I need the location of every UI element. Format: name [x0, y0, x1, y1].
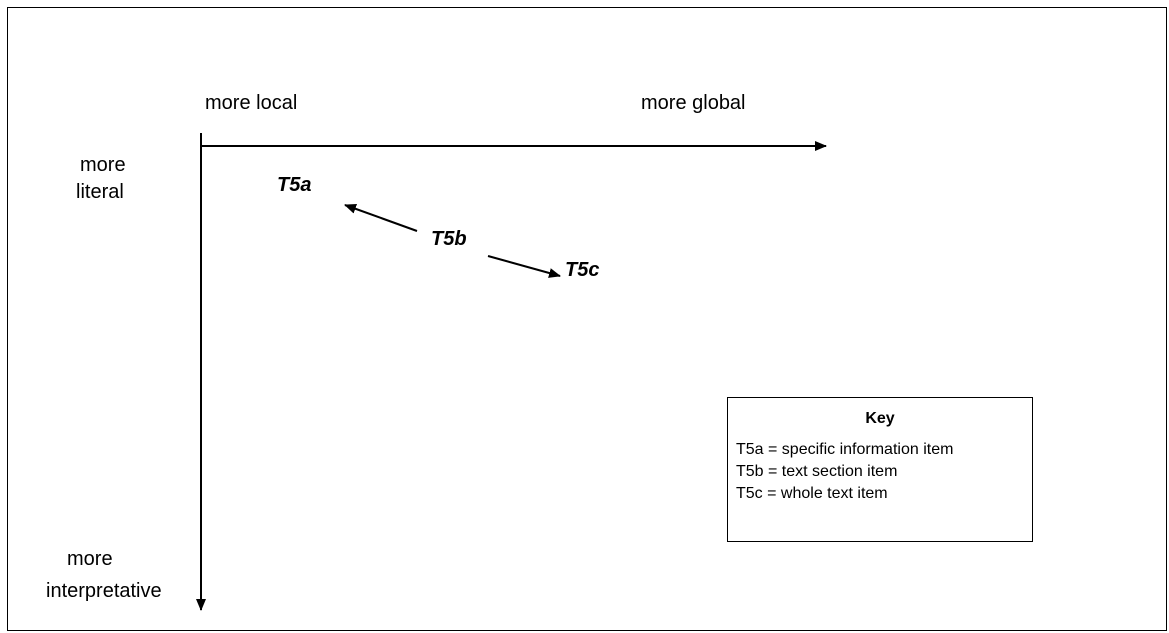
item-t5a: T5a — [277, 174, 312, 196]
x-axis-right-label: more global — [641, 92, 746, 114]
y-axis-top-label-line2: literal — [76, 181, 124, 203]
key-line-t5c: T5c = whole text item — [736, 485, 888, 502]
x-axis-left-label: more local — [205, 92, 298, 114]
y-axis-top-label-line1: more — [80, 154, 126, 176]
y-axis-bottom-label-line2: interpretative — [46, 580, 162, 602]
item-t5b: T5b — [431, 228, 467, 250]
arrow-to-t5c — [487, 255, 561, 278]
key-line-t5a: T5a = specific information item — [736, 441, 954, 458]
arrow-to-t5a — [344, 204, 418, 232]
item-t5c: T5c — [565, 259, 600, 281]
diagram-frame — [7, 7, 1167, 631]
y-axis-bottom-label-line1: more — [67, 548, 113, 570]
key-line-t5b: T5b = text section item — [736, 463, 898, 480]
key-title: Key — [865, 410, 895, 427]
key-legend: Key T5a = specific information item T5b … — [727, 397, 1033, 542]
